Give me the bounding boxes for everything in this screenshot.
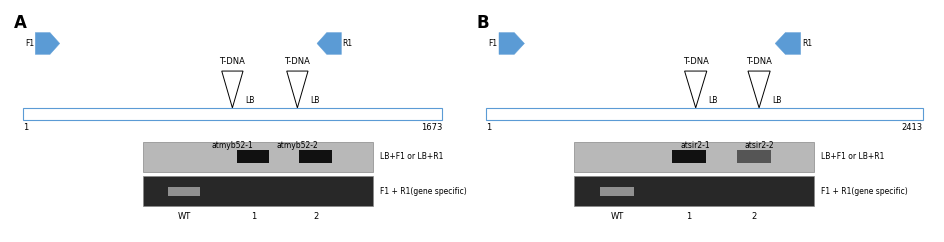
Bar [737, 150, 771, 163]
Text: LB: LB [772, 96, 782, 105]
Bar [486, 108, 923, 121]
Text: F1 + R1(gene specific): F1 + R1(gene specific) [821, 187, 908, 196]
Text: 1: 1 [486, 123, 491, 132]
Text: R1: R1 [802, 39, 812, 48]
Text: F1: F1 [25, 39, 34, 48]
Text: B: B [477, 14, 489, 32]
Bar [574, 176, 815, 206]
Text: 2: 2 [313, 212, 318, 221]
Polygon shape [748, 71, 770, 108]
Text: 2413: 2413 [902, 123, 923, 132]
Bar [143, 142, 373, 172]
Text: T-DNA: T-DNA [746, 57, 772, 67]
Text: R1: R1 [343, 39, 353, 48]
Polygon shape [287, 71, 308, 108]
Text: 1673: 1673 [421, 123, 442, 132]
Text: 1: 1 [686, 212, 692, 221]
Text: WT: WT [611, 212, 624, 221]
Polygon shape [35, 32, 59, 54]
Polygon shape [499, 32, 525, 54]
Text: atmyb52-2: atmyb52-2 [277, 141, 318, 150]
Text: A: A [14, 14, 26, 32]
Text: F1: F1 [488, 39, 497, 48]
Bar [299, 150, 331, 163]
Bar [600, 187, 634, 196]
Text: atsir2-1: atsir2-1 [681, 141, 711, 150]
Text: 1: 1 [23, 123, 28, 132]
Text: LB+F1 or LB+R1: LB+F1 or LB+R1 [379, 152, 444, 161]
Polygon shape [222, 71, 243, 108]
Text: LB: LB [709, 96, 718, 105]
Bar [574, 142, 815, 172]
Bar [672, 150, 706, 163]
Text: 2: 2 [751, 212, 757, 221]
Text: T-DNA: T-DNA [284, 57, 311, 67]
Polygon shape [317, 32, 342, 54]
Text: T-DNA: T-DNA [219, 57, 245, 67]
Text: LB: LB [310, 96, 319, 105]
Text: F1 + R1(gene specific): F1 + R1(gene specific) [379, 187, 466, 196]
Bar [143, 176, 373, 206]
Bar [237, 150, 269, 163]
Text: LB: LB [244, 96, 254, 105]
Polygon shape [775, 32, 801, 54]
Text: atsir2-2: atsir2-2 [744, 141, 774, 150]
Bar [168, 187, 200, 196]
Text: LB+F1 or LB+R1: LB+F1 or LB+R1 [821, 152, 885, 161]
Text: T-DNA: T-DNA [683, 57, 709, 67]
Polygon shape [684, 71, 707, 108]
Bar [23, 108, 442, 121]
Text: 1: 1 [251, 212, 256, 221]
Text: atmyb52-1: atmyb52-1 [211, 141, 253, 150]
Text: WT: WT [177, 212, 191, 221]
